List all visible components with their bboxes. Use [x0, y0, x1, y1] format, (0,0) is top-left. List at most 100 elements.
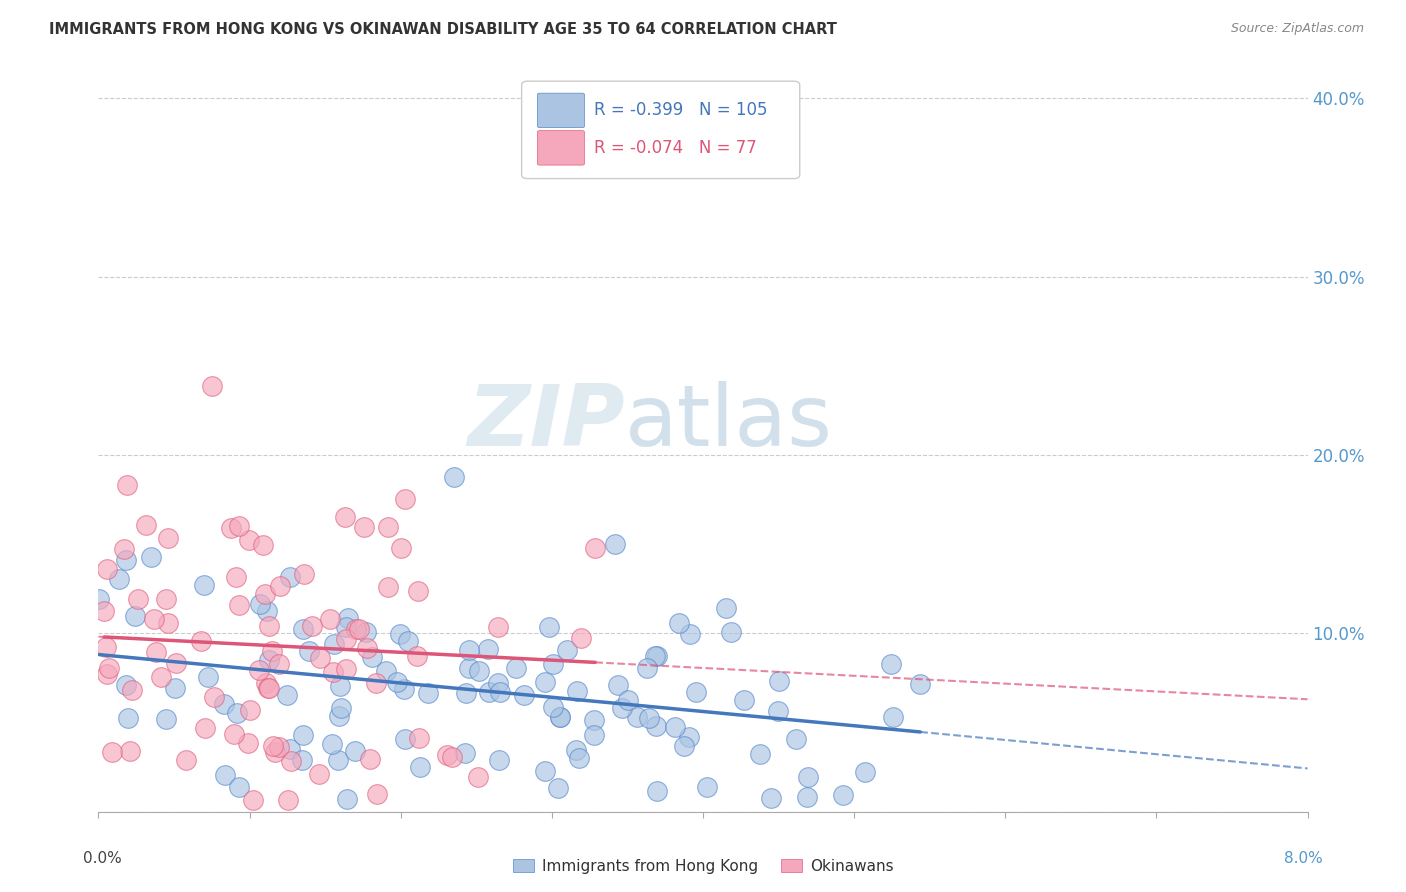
Point — [143, 612, 166, 626]
Point — [201, 379, 224, 393]
Point — [441, 750, 464, 764]
Point — [626, 709, 648, 723]
Point — [242, 793, 264, 807]
Point — [882, 710, 904, 724]
Point — [685, 684, 707, 698]
Point — [236, 736, 259, 750]
Point — [533, 675, 555, 690]
Point — [534, 764, 557, 779]
Point — [733, 693, 755, 707]
Point — [538, 620, 561, 634]
Point — [636, 661, 658, 675]
Point — [280, 755, 302, 769]
Point — [117, 478, 139, 492]
Point — [269, 579, 291, 593]
Point — [353, 520, 375, 534]
Point — [328, 709, 350, 723]
Point — [644, 648, 666, 663]
Point — [797, 770, 820, 784]
Point — [155, 712, 177, 726]
Point — [267, 739, 290, 754]
Point — [366, 675, 388, 690]
Text: atlas: atlas — [624, 381, 832, 464]
Point — [309, 651, 332, 665]
Point — [157, 531, 180, 545]
Point — [97, 661, 120, 675]
Point — [408, 760, 430, 774]
Point — [582, 728, 605, 742]
Point — [398, 634, 420, 648]
FancyBboxPatch shape — [537, 93, 585, 128]
Point — [93, 604, 115, 618]
Point — [141, 549, 163, 564]
Point — [280, 570, 302, 584]
Point — [785, 731, 807, 746]
Text: 0.0%: 0.0% — [83, 851, 122, 866]
Text: R = -0.399   N = 105: R = -0.399 N = 105 — [595, 102, 768, 120]
Point — [389, 541, 412, 555]
Point — [716, 601, 738, 615]
Point — [96, 640, 118, 655]
Point — [190, 634, 212, 648]
Point — [454, 686, 477, 700]
Point — [567, 684, 589, 698]
Point — [673, 739, 696, 753]
Legend: Immigrants from Hong Kong, Okinawans: Immigrants from Hong Kong, Okinawans — [506, 853, 900, 880]
Point — [193, 577, 215, 591]
Point — [678, 730, 700, 744]
Text: 8.0%: 8.0% — [1284, 851, 1323, 866]
Point — [408, 731, 430, 745]
Point — [322, 665, 344, 679]
Point — [720, 625, 742, 640]
Point — [375, 664, 398, 678]
Point — [488, 684, 510, 698]
Point — [356, 640, 378, 655]
Point — [267, 657, 290, 672]
Point — [645, 718, 668, 732]
Point — [238, 533, 260, 548]
Point — [145, 645, 167, 659]
Point — [117, 711, 139, 725]
Point — [118, 744, 141, 758]
Point — [565, 742, 588, 756]
Point — [749, 747, 772, 762]
Point — [385, 675, 408, 690]
Point — [323, 636, 346, 650]
Point — [277, 793, 299, 807]
Point — [513, 688, 536, 702]
Point — [336, 792, 359, 806]
Point — [156, 616, 179, 631]
Point — [262, 739, 284, 753]
Point — [214, 768, 236, 782]
Point — [291, 753, 314, 767]
Point — [228, 519, 250, 533]
Text: IMMIGRANTS FROM HONG KONG VS OKINAWAN DISABILITY AGE 35 TO 64 CORRELATION CHART: IMMIGRANTS FROM HONG KONG VS OKINAWAN DI… — [49, 22, 837, 37]
Point — [197, 670, 219, 684]
Point — [344, 622, 367, 636]
Point — [100, 745, 122, 759]
Text: ZIP: ZIP — [467, 381, 624, 464]
Point — [254, 676, 277, 690]
Point — [436, 748, 458, 763]
Point — [228, 780, 250, 794]
Point — [224, 727, 246, 741]
Point — [278, 742, 301, 756]
Point — [239, 703, 262, 717]
Point — [262, 644, 284, 658]
Point — [394, 731, 416, 746]
Point — [568, 750, 591, 764]
Point — [477, 641, 499, 656]
Point — [389, 627, 412, 641]
Point — [377, 520, 399, 534]
Point — [89, 592, 111, 607]
Point — [264, 745, 287, 759]
Point — [124, 608, 146, 623]
Point — [679, 627, 702, 641]
Point — [486, 620, 509, 634]
Point — [108, 572, 131, 586]
Point — [457, 643, 479, 657]
Point — [569, 632, 592, 646]
Point — [486, 676, 509, 690]
Point — [548, 710, 571, 724]
Point — [329, 679, 352, 693]
